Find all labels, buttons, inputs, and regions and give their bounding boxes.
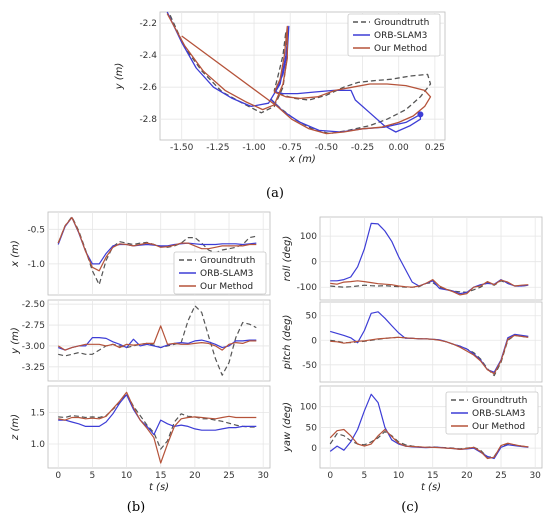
- pos-subplot-0-series-line: [57, 216, 257, 272]
- traj-x-tick-label: -0.75: [279, 143, 302, 153]
- ori-subplot-2-x-tick-label: 30: [529, 471, 541, 481]
- traj-y-axis-label: y (m): [114, 63, 125, 91]
- pos-subplot-2-x-tick-label: 10: [121, 471, 133, 481]
- pos-legend-label: Our Method: [200, 282, 253, 292]
- pos-subplot-2-x-tick-label: 15: [155, 471, 166, 481]
- pos-subplot-2-y-axis-label: z (m): [10, 414, 21, 441]
- pos-subplot-1-y-tick-label: -3.25: [22, 363, 45, 373]
- traj-y-tick-label: -2.6: [139, 83, 157, 93]
- traj-legend-box: [347, 13, 441, 57]
- traj-y-tick-label: -2.4: [139, 51, 157, 61]
- traj-y-tick-label: -2.2: [139, 19, 157, 29]
- pos-subplot-1-series-line: [57, 325, 257, 351]
- ori-subplot-2-series-line: [329, 428, 529, 460]
- ori-subplot-2-x-tick-label: 0: [327, 471, 333, 481]
- ori-subplot-2-x-tick-label: 15: [427, 471, 438, 481]
- ori-x-axis-label: t (s): [421, 482, 441, 493]
- pos-legend-label: Groundtruth: [200, 256, 255, 266]
- traj-series-line: [166, 13, 432, 135]
- traj-x-tick-label: 0.00: [389, 143, 409, 153]
- pos-subplot-1-series-line: [57, 337, 257, 351]
- ori-subplot-2-x-tick-label: 25: [495, 471, 506, 481]
- pos-subplot-1-y-tick-label: -2.75: [22, 321, 45, 331]
- pos-subplot-1-y-tick-label: -2.50: [22, 300, 46, 310]
- pos-legend-label: ORB-SLAM3: [200, 269, 253, 279]
- pos-subplot-0-y-axis-label: x (m): [10, 240, 21, 268]
- ori-subplot-2-y-tick-label: 100: [300, 403, 317, 413]
- pos-subplot-2-x-tick-label: 5: [90, 471, 96, 481]
- caption-a: (a): [266, 186, 284, 201]
- pos-subplot-2-x-tick-label: 0: [55, 471, 61, 481]
- pos-subplot-2-y-tick-label: 1.5: [31, 408, 45, 418]
- ori-subplot-2-y-axis-label: yaw (deg): [282, 402, 293, 453]
- caption-b: (b): [127, 500, 145, 515]
- traj-x-tick-label: -1.50: [170, 143, 194, 153]
- traj-x-tick-label: -1.25: [206, 143, 229, 153]
- ori-subplot-1-y-tick-label: 50: [306, 312, 318, 322]
- pos-subplot-1-y-axis-label: y (m): [10, 327, 21, 355]
- pos-subplot-2-x-tick-label: 30: [257, 471, 269, 481]
- ori-legend-label: Our Method: [472, 422, 525, 432]
- pos-subplot-2-series-line: [58, 393, 257, 450]
- ori-subplot-1-series-line: [330, 334, 529, 375]
- ori-subplot-1-y-tick-label: 0: [311, 336, 317, 346]
- pos-subplot-2-series-line: [58, 394, 257, 436]
- ori-legend-box: [445, 391, 539, 435]
- traj-legend-label: ORB-SLAM3: [374, 31, 427, 41]
- traj-x-tick-label: -0.25: [351, 143, 374, 153]
- pos-subplot-1-series-line: [58, 305, 257, 376]
- pos-subplot-1-y-tick-label: -3.00: [22, 342, 46, 352]
- traj-legend-label: Our Method: [374, 44, 427, 54]
- orientation-panel: 100 0 -100 roll (deg) 50 0 -50 pitch (deg) 0 5 10 1…: [282, 216, 543, 493]
- ori-subplot-2-y-tick-label: 50: [306, 423, 318, 433]
- ori-subplot-2-x-tick-label: 5: [362, 471, 368, 481]
- pos-subplot-2-series-line: [58, 391, 257, 464]
- pos-subplot-2-x-tick-label: 25: [223, 471, 234, 481]
- caption-c: (c): [401, 500, 418, 515]
- traj-x-tick-label: 0.25: [425, 143, 445, 153]
- pos-subplot-1-plot-area: [47, 299, 271, 382]
- traj-x-tick-label: -1.00: [242, 143, 266, 153]
- pos-legend-box: [173, 251, 267, 295]
- pos-subplot-2-x-tick-label: 20: [189, 471, 201, 481]
- ori-subplot-2-x-tick-label: 10: [393, 471, 405, 481]
- traj-y-tick-label: -2.8: [139, 115, 157, 125]
- traj-end-point: [417, 111, 424, 118]
- ori-subplot-2-x-tick-label: 20: [461, 471, 473, 481]
- ori-subplot-0-y-tick-label: 0: [311, 258, 317, 268]
- pos-subplot-2-y-tick-label: 1.0: [31, 440, 46, 450]
- position-panel: -0.5 -1.0 x (m) Groundtruth ORB-SLAM3 Our Met…: [10, 211, 271, 493]
- traj-series-line: [169, 14, 432, 135]
- ori-subplot-0-series-line: [330, 279, 529, 296]
- pos-subplot-0-series-line: [57, 216, 257, 286]
- ori-subplot-0-y-tick-label: 100: [300, 232, 317, 242]
- traj-legend-label: Groundtruth: [374, 18, 429, 28]
- ori-subplot-2-y-tick-label: 0: [311, 444, 317, 454]
- ori-subplot-0-y-axis-label: roll (deg): [282, 236, 293, 282]
- ori-legend-label: ORB-SLAM3: [472, 409, 525, 419]
- ori-subplot-1-y-tick-label: -50: [302, 361, 317, 371]
- traj-x-axis-label: x (m): [288, 154, 316, 165]
- traj-x-tick-label: -0.50: [315, 143, 339, 153]
- ori-legend-label: Groundtruth: [472, 396, 527, 406]
- ori-subplot-1-y-axis-label: pitch (deg): [282, 315, 293, 371]
- ori-subplot-0-y-tick-label: -100: [297, 283, 318, 293]
- pos-x-axis-label: t (s): [149, 482, 169, 493]
- pos-subplot-0-y-tick-label: -0.5: [27, 225, 45, 235]
- trajectory-panel: -1.50 -1.25 -1.00 -0.75 -0.50 -0.25 0.00 0.25 -2…: [114, 11, 446, 165]
- pos-subplot-0-y-tick-label: -1.0: [27, 260, 45, 270]
